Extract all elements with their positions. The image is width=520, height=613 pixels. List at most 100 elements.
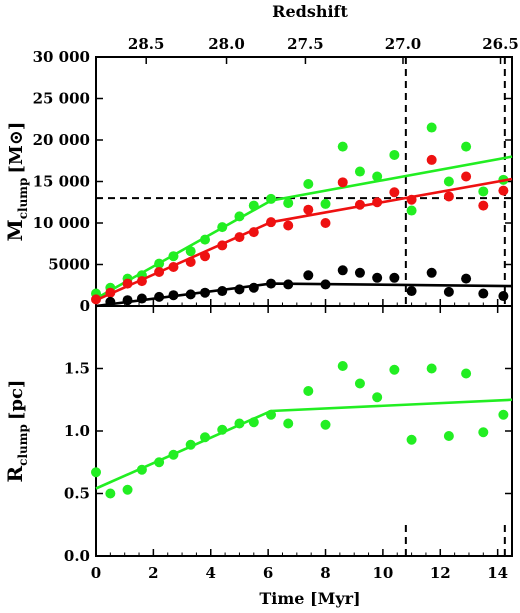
data-point: [443, 191, 454, 202]
data-point: [91, 294, 101, 305]
data-point: [136, 293, 147, 304]
data-point: [168, 251, 179, 262]
y-tick-label: 0.5: [64, 485, 90, 503]
data-point: [234, 232, 245, 243]
data-point: [389, 364, 400, 375]
data-point: [303, 270, 314, 281]
data-point: [426, 267, 437, 278]
y-axis-title-unit: [M⊙]: [6, 122, 27, 174]
y-tick-label: 0.0: [64, 547, 90, 565]
data-point: [320, 218, 331, 228]
x-tick-label: 2: [148, 564, 158, 582]
data-point: [320, 419, 331, 430]
data-point: [185, 246, 196, 257]
data-point: [303, 386, 314, 396]
data-point: [478, 427, 489, 438]
y-axis-title-main: R: [3, 465, 27, 482]
data-point: [217, 240, 228, 251]
data-point: [478, 186, 489, 197]
x-axis-title: Time [Myr]: [259, 589, 360, 608]
data-point: [372, 171, 383, 182]
data-point: [154, 266, 165, 277]
x-tick-label: 6: [263, 564, 273, 582]
y-tick-label: 10 000: [33, 214, 90, 232]
data-point: [283, 198, 294, 209]
y-tick-label: 20 000: [33, 131, 90, 149]
data-point: [303, 204, 314, 215]
data-point: [234, 418, 245, 429]
data-point: [248, 227, 259, 238]
series-0-1: [91, 154, 513, 305]
data-point: [217, 424, 228, 435]
y-tick-label: 30 000: [33, 48, 90, 66]
data-point: [185, 257, 196, 268]
y-axis-title: Rclump [pc]: [3, 380, 30, 483]
data-point: [122, 295, 133, 306]
data-point: [105, 488, 116, 499]
data-point: [105, 296, 116, 307]
y-tick-label: 5000: [48, 256, 90, 274]
data-point: [498, 291, 509, 302]
data-point: [478, 200, 489, 211]
data-point: [283, 279, 294, 290]
data-point: [337, 141, 348, 152]
data-point: [168, 449, 179, 460]
data-point: [461, 141, 472, 152]
top-tick-label: 27.0: [385, 35, 422, 53]
y-axis-title-unit: [pc]: [6, 380, 27, 421]
series-1-0: [91, 361, 513, 499]
data-point: [354, 378, 365, 389]
data-point: [406, 194, 417, 205]
data-point: [266, 217, 277, 228]
data-point: [283, 418, 294, 429]
data-point: [248, 282, 259, 293]
y-tick-label: 1.5: [64, 360, 90, 378]
y-tick-label: 1.0: [64, 422, 90, 440]
series-0-2: [95, 265, 513, 308]
panel-mass: 0 5000 10 000 15 000 20 000 25 000 30 000 Mclum…: [3, 48, 513, 315]
data-point: [154, 457, 165, 468]
data-point: [461, 171, 472, 182]
data-point: [200, 287, 211, 298]
top-tick-label: 27.5: [287, 35, 324, 53]
y-axis-title: Mclump [M⊙]: [3, 122, 30, 242]
data-point: [303, 178, 314, 189]
data-point: [105, 287, 116, 298]
data-point: [461, 273, 472, 284]
data-point: [337, 361, 348, 371]
data-point: [478, 288, 489, 299]
x-tick-label: 10: [372, 564, 393, 582]
data-point: [122, 484, 133, 495]
data-point: [406, 205, 417, 216]
data-point: [389, 149, 400, 160]
data-point: [200, 432, 211, 443]
data-point: [234, 211, 245, 222]
data-point: [154, 258, 165, 269]
data-point: [168, 290, 179, 301]
data-point: [426, 363, 437, 374]
data-point: [426, 154, 437, 165]
data-point: [461, 368, 472, 379]
data-point: [136, 464, 147, 475]
data-point: [372, 392, 383, 403]
data-point: [154, 291, 165, 302]
data-point: [200, 251, 211, 262]
y-axis-title-sub: clump: [16, 424, 30, 466]
data-point: [498, 185, 509, 196]
x-tick-label: 0: [91, 564, 101, 582]
data-point: [136, 276, 147, 287]
data-point: [372, 197, 383, 208]
y-tick-label: 25 000: [33, 90, 90, 108]
data-point: [443, 286, 454, 297]
y-axis-title-main: M: [3, 219, 27, 241]
data-point: [266, 193, 277, 204]
data-point: [248, 200, 259, 211]
y-tick-label: 15 000: [33, 173, 90, 191]
data-point: [372, 272, 383, 283]
data-point: [498, 409, 509, 420]
series-0-0: [91, 122, 513, 300]
data-point: [443, 431, 454, 441]
data-point: [122, 278, 133, 289]
data-point: [406, 286, 417, 297]
